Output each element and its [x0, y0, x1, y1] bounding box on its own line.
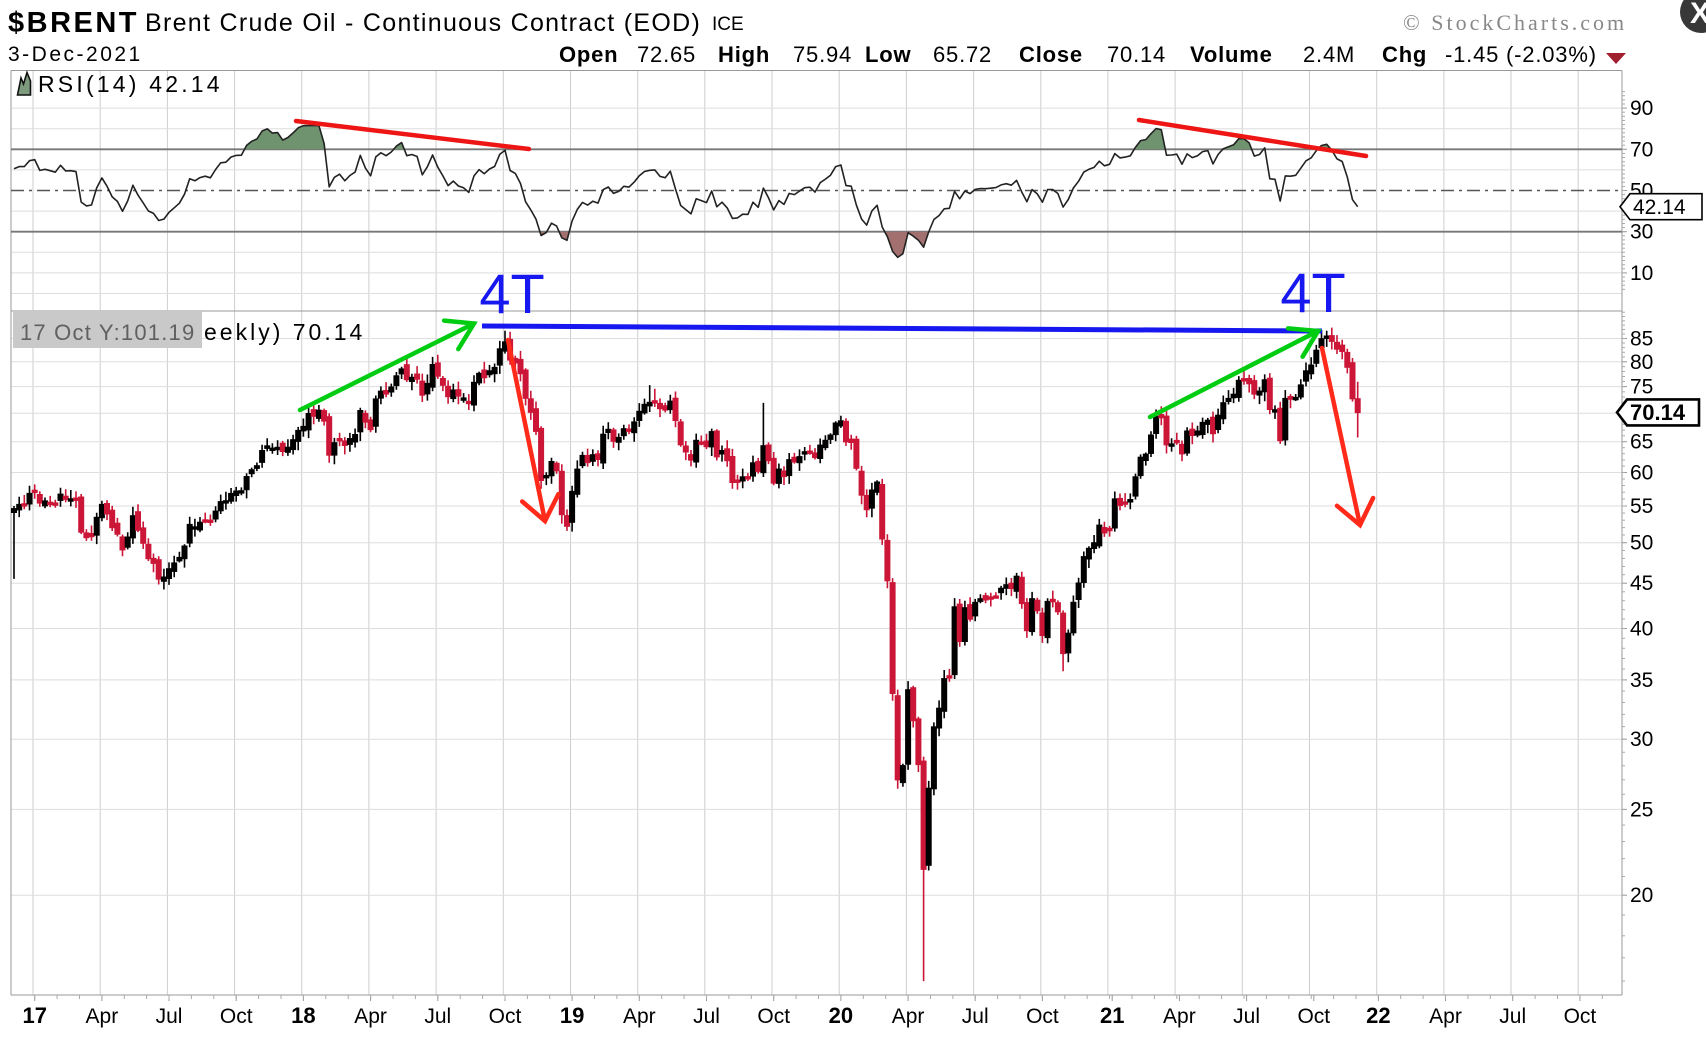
svg-text:Apr: Apr [1429, 1005, 1462, 1028]
svg-text:70.14: 70.14 [1107, 42, 1166, 67]
svg-text:2.4M: 2.4M [1303, 42, 1355, 67]
svg-text:$BRENT: $BRENT [8, 7, 139, 39]
svg-text:Apr: Apr [623, 1005, 656, 1028]
svg-text:75: 75 [1630, 376, 1653, 399]
svg-text:Oct: Oct [220, 1005, 253, 1028]
svg-text:72.65: 72.65 [637, 42, 696, 67]
svg-text:Open: Open [559, 42, 618, 67]
svg-text:Jul: Jul [1499, 1005, 1526, 1028]
svg-text:20: 20 [1630, 884, 1653, 907]
svg-text:Volume: Volume [1190, 42, 1273, 67]
svg-text:Close: Close [1019, 42, 1083, 67]
svg-text:70: 70 [1630, 138, 1653, 161]
svg-text:80: 80 [1630, 351, 1653, 374]
svg-text:Jul: Jul [962, 1005, 989, 1028]
svg-text:45: 45 [1630, 572, 1653, 595]
svg-text:Apr: Apr [86, 1005, 119, 1028]
svg-text:35: 35 [1630, 669, 1653, 692]
svg-text:Jul: Jul [156, 1005, 183, 1028]
svg-text:Apr: Apr [1163, 1005, 1196, 1028]
svg-text:30: 30 [1630, 221, 1653, 244]
svg-text:Oct: Oct [1026, 1005, 1059, 1028]
svg-text:4T: 4T [1280, 261, 1345, 324]
svg-text:Oct: Oct [757, 1005, 790, 1028]
svg-text:High: High [718, 42, 770, 67]
svg-text:4T: 4T [479, 262, 544, 325]
svg-text:ICE: ICE [712, 14, 744, 35]
svg-text:Jul: Jul [693, 1005, 720, 1028]
svg-text:25: 25 [1630, 798, 1653, 821]
svg-text:eekly) 70.14: eekly) 70.14 [204, 319, 365, 345]
svg-text:Oct: Oct [1564, 1005, 1597, 1028]
svg-text:Brent Crude Oil - Continuous C: Brent Crude Oil - Continuous Contract (E… [145, 9, 701, 37]
svg-text:17: 17 [22, 1003, 46, 1028]
svg-text:60: 60 [1630, 462, 1653, 485]
svg-text:19: 19 [560, 1003, 584, 1028]
svg-text:Chg: Chg [1382, 42, 1427, 67]
svg-text:RSI(14) 42.14: RSI(14) 42.14 [38, 71, 223, 97]
svg-text:Low: Low [865, 42, 911, 67]
svg-text:20: 20 [829, 1003, 853, 1028]
svg-text:65: 65 [1630, 431, 1653, 454]
svg-text:Oct: Oct [489, 1005, 522, 1028]
svg-text:90: 90 [1630, 97, 1653, 120]
svg-text:75.94: 75.94 [793, 42, 852, 67]
svg-text:-1.45 (-2.03%): -1.45 (-2.03%) [1445, 42, 1597, 67]
svg-text:X: X [1690, 0, 1706, 30]
svg-text:30: 30 [1630, 728, 1653, 751]
svg-text:70.14: 70.14 [1630, 400, 1686, 425]
svg-text:Jul: Jul [1233, 1005, 1260, 1028]
svg-text:42.14: 42.14 [1633, 196, 1686, 219]
svg-text:3-Dec-2021: 3-Dec-2021 [8, 43, 143, 66]
svg-text:85: 85 [1630, 328, 1653, 351]
svg-text:17 Oct Y:101.19: 17 Oct Y:101.19 [20, 320, 195, 345]
svg-text:18: 18 [291, 1003, 315, 1028]
svg-text:Apr: Apr [892, 1005, 925, 1028]
svg-text:10: 10 [1630, 262, 1653, 285]
svg-text:Jul: Jul [424, 1005, 451, 1028]
svg-text:50: 50 [1630, 532, 1653, 555]
svg-text:40: 40 [1630, 618, 1653, 641]
svg-text:65.72: 65.72 [933, 42, 992, 67]
svg-text:© StockCharts.com: © StockCharts.com [1403, 10, 1627, 35]
svg-text:55: 55 [1630, 495, 1653, 518]
svg-text:22: 22 [1366, 1003, 1390, 1028]
svg-text:Oct: Oct [1297, 1005, 1330, 1028]
svg-text:Apr: Apr [354, 1005, 387, 1028]
svg-text:21: 21 [1100, 1003, 1124, 1028]
